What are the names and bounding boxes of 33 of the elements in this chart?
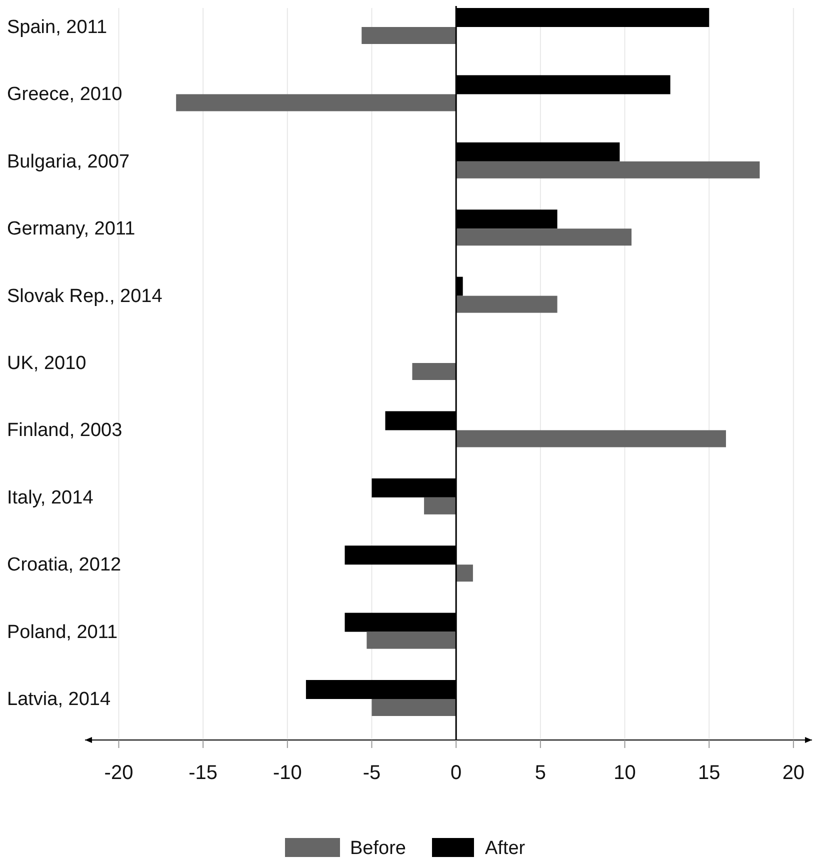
x-tick-label: -10 — [272, 762, 302, 784]
bar — [456, 228, 632, 246]
legend-label: Before — [350, 838, 406, 859]
x-tick-label: 5 — [534, 762, 546, 784]
bar — [412, 363, 456, 380]
y-tick-label: Bulgaria, 2007 — [7, 151, 130, 172]
x-tick-label: 10 — [614, 762, 636, 784]
bar — [456, 430, 726, 448]
legend-label: After — [485, 838, 526, 859]
bar — [372, 699, 456, 716]
y-tick-label: Poland, 2011 — [7, 622, 118, 643]
y-tick-label: Greece, 2010 — [7, 84, 122, 106]
x-tick-label: -5 — [362, 762, 381, 784]
y-tick-label: Latvia, 2014 — [7, 689, 111, 710]
y-tick-label: UK, 2010 — [7, 353, 86, 374]
y-tick-label: Spain, 2011 — [7, 17, 108, 38]
bar — [456, 564, 473, 582]
bar — [456, 296, 558, 313]
y-tick-label: Slovak Rep., 2014 — [7, 286, 163, 307]
y-tick-label: Finland, 2003 — [7, 420, 122, 442]
bar — [366, 632, 456, 649]
y-tick-label: Croatia, 2012 — [7, 554, 122, 576]
y-tick-label: Italy, 2014 — [7, 487, 94, 508]
x-tick-label: 0 — [450, 762, 462, 784]
bar — [456, 161, 760, 178]
bar — [176, 94, 456, 112]
bar — [424, 497, 456, 514]
x-tick-label: -20 — [104, 762, 134, 784]
bar — [362, 27, 456, 44]
y-tick-label: Germany, 2011 — [7, 218, 136, 240]
x-tick-label: 15 — [698, 762, 720, 784]
x-tick-label: -15 — [188, 762, 218, 784]
x-tick-label: 20 — [782, 762, 805, 784]
